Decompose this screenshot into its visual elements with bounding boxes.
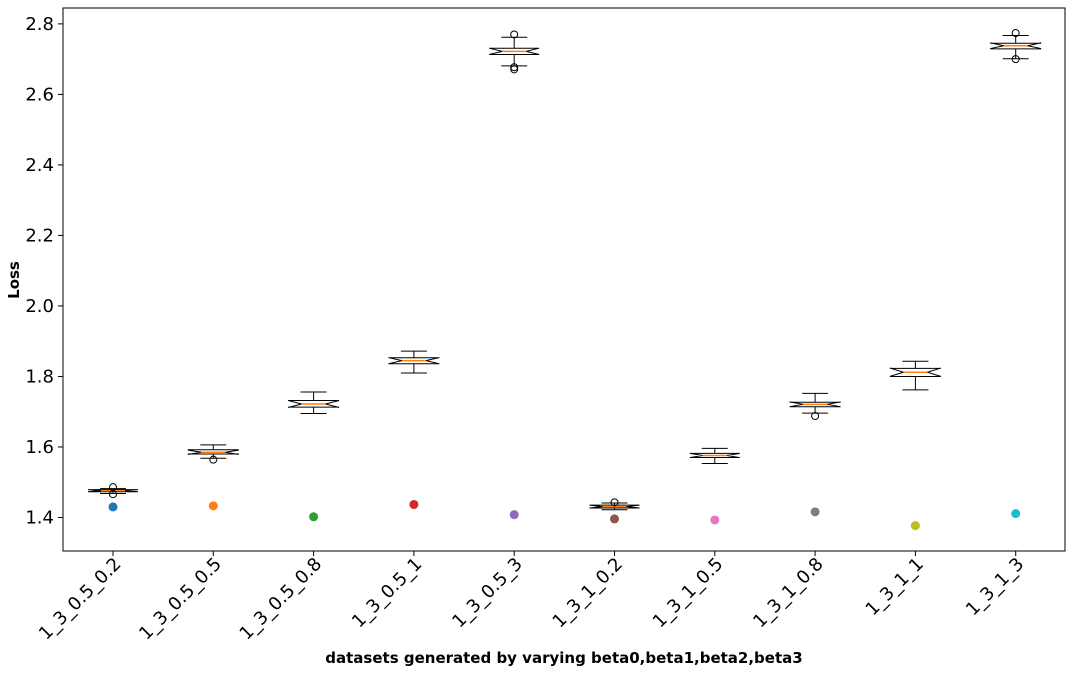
x-axis: 1_3_0.5_0.2 1_3_0.5_0.5 1_3_0.5_0.8 1_3_0.5…: [35, 551, 1028, 644]
y-tick-label: 2.8: [25, 14, 54, 35]
box-1_3_1_3: [990, 29, 1042, 64]
point-1_3_1_0.5: [710, 515, 720, 525]
box-1_3_1_1: [889, 360, 941, 391]
x-tick-label: 1_3_0.5_3: [448, 554, 526, 632]
box-1_3_1_0.5: [689, 447, 740, 465]
flier: [610, 498, 619, 507]
flier: [510, 63, 519, 72]
box-1_3_1_0.2: [589, 498, 640, 511]
box-1_3_0.5_1: [388, 350, 440, 374]
y-tick-label: 2.6: [25, 84, 54, 105]
point-1_3_1_3: [1011, 509, 1021, 519]
point-1_3_0.5_0.2: [108, 502, 118, 512]
x-axis-label: datasets generated by varying beta0,beta…: [325, 649, 802, 667]
x-tick-label: 1_3_1_1: [862, 554, 928, 620]
x-tick-label: 1_3_0.5_0.2: [35, 554, 126, 645]
box-1_3_0.5_3: [489, 30, 540, 74]
flier: [510, 30, 519, 39]
y-axis-label: Loss: [5, 261, 23, 299]
y-tick-label: 2.4: [25, 155, 54, 176]
point-1_3_0.5_0.5: [208, 501, 218, 511]
x-tick-label: 1_3_1_0.8: [749, 554, 827, 632]
y-tick-label: 2.2: [25, 225, 54, 246]
point-series: [108, 499, 1021, 531]
point-1_3_0.5_1: [409, 499, 419, 509]
flier: [1011, 55, 1020, 64]
point-1_3_0.5_3: [509, 510, 519, 520]
box-1_3_0.5_0.8: [288, 391, 340, 414]
box-1_3_0.5_0.5: [187, 444, 239, 464]
x-tick-label: 1_3_1_0.2: [549, 554, 627, 632]
x-tick-label: 1_3_0.5_1: [348, 554, 426, 632]
box-series: [87, 29, 1042, 511]
point-1_3_1_0.8: [810, 507, 820, 517]
box-1_3_1_0.8: [789, 392, 841, 420]
flier: [1011, 29, 1020, 38]
flier: [510, 65, 519, 74]
y-tick-label: 1.6: [25, 437, 54, 458]
point-1_3_1_0.2: [610, 514, 619, 524]
x-tick-label: 1_3_0.5_0.8: [236, 554, 327, 645]
point-1_3_1_1: [910, 521, 920, 531]
flier: [811, 411, 820, 420]
y-tick-label: 1.4: [25, 508, 54, 529]
flier: [109, 490, 117, 499]
y-tick-label: 2.0: [25, 296, 54, 317]
y-tick-label: 1.8: [25, 366, 54, 387]
plot-area: [62, 7, 1066, 552]
x-tick-label: 1_3_0.5_0.5: [135, 554, 226, 645]
point-1_3_0.5_0.8: [309, 512, 319, 522]
x-tick-label: 1_3_1_3: [962, 554, 1028, 620]
flier: [209, 455, 218, 464]
y-axis: 1.4 1.6 1.8 2.0 2.2 2.4 2.6 2.8: [25, 14, 63, 529]
x-tick-label: 1_3_1_0.5: [649, 554, 727, 632]
box-1_3_0.5_0.2: [87, 483, 139, 499]
